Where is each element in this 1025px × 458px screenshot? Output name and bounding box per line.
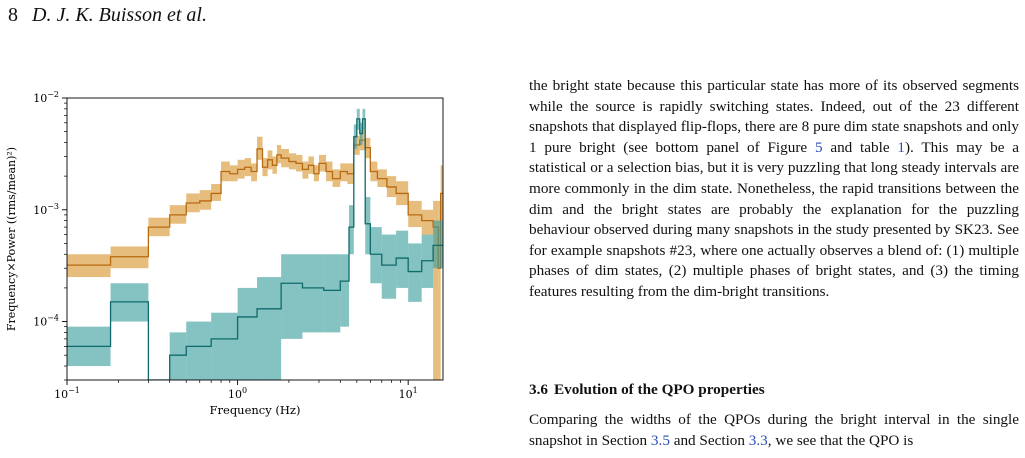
dim-error-band	[302, 254, 324, 333]
paragraph-text: and table	[822, 138, 898, 156]
dim-error-band	[169, 332, 187, 380]
paragraph-text: , we see that the QPO is	[767, 431, 914, 449]
section-heading: 3.6 Evolution of the QPO properties	[529, 381, 765, 399]
dim-error-band	[186, 321, 212, 380]
page-number: 8	[8, 4, 18, 26]
dim-error-band	[349, 205, 354, 255]
y-tick-label: 10−3	[33, 202, 59, 217]
bright-error-band	[276, 144, 282, 164]
dim-error-band	[365, 197, 371, 255]
section-number: 3.6	[529, 381, 548, 398]
plot-frame	[66, 97, 444, 381]
power-spectrum-figure: 10−1 100 101 10−4 10−3 10−2 Frequency (Hz) Freq…	[0, 80, 455, 425]
paragraph-text: and Section	[669, 431, 749, 449]
power-spectrum-chart: 10−1 100 101 10−4 10−3 10−2 Frequency (Hz) Freq…	[5, 90, 444, 417]
x-tick-label: 100	[228, 386, 247, 401]
body-paragraph: the bright state because this particular…	[529, 76, 1019, 303]
bright-series-line	[67, 139, 443, 269]
running-head: 8 D. J. K. Buisson et al.	[8, 4, 207, 27]
x-tick-label: 101	[399, 386, 418, 401]
paragraph-text: ). This may be a statistical or a select…	[529, 138, 1019, 300]
bright-error-band	[421, 209, 434, 235]
y-axis-label: Frequency×Power ((rms/mean)²)	[5, 147, 18, 331]
dim-error-band	[237, 287, 258, 380]
text-column: the bright state because this particular…	[529, 76, 1019, 303]
body-paragraph: Comparing the widths of the QPOs during …	[529, 410, 1019, 451]
plot-area	[67, 108, 443, 380]
section-link[interactable]: 3.5	[650, 431, 670, 449]
paragraph-text: the bright state because this particular…	[529, 77, 1019, 156]
y-tick-label: 10−4	[33, 314, 59, 329]
section-title: Evolution of the QPO properties	[553, 381, 765, 398]
author-line: D. J. K. Buisson et al.	[32, 4, 207, 26]
bright-error-band	[199, 190, 212, 210]
bright-error-band	[340, 163, 348, 182]
bright-error-band	[438, 200, 441, 380]
dim-error-band	[381, 234, 397, 299]
dim-error-band	[323, 254, 341, 333]
dim-error-band	[257, 277, 282, 380]
paragraph-text: Comparing the widths of the QPOs during …	[529, 411, 1019, 449]
bright-error-band	[211, 184, 222, 201]
dim-error-band	[408, 243, 422, 302]
bright-error-band	[408, 200, 422, 228]
dim-error-band	[396, 230, 409, 288]
dim-error-band	[281, 254, 303, 339]
figure-link[interactable]: 5	[814, 138, 823, 156]
bright-error-band	[433, 200, 439, 380]
bright-error-band	[251, 163, 258, 182]
table-link[interactable]: 1	[897, 138, 905, 156]
y-tick-label: 10−2	[33, 90, 59, 105]
dim-series-line	[67, 118, 443, 380]
dim-error-band	[211, 312, 238, 380]
dim-error-band	[370, 227, 382, 284]
dim-error-band	[340, 254, 350, 327]
x-tick-label: 10−1	[54, 386, 80, 401]
bright-error-band	[257, 136, 263, 160]
x-axis-label: Frequency (Hz)	[210, 403, 301, 417]
section-link[interactable]: 3.3	[748, 431, 768, 449]
bright-error-band	[302, 161, 309, 179]
dim-error-band	[433, 220, 443, 269]
